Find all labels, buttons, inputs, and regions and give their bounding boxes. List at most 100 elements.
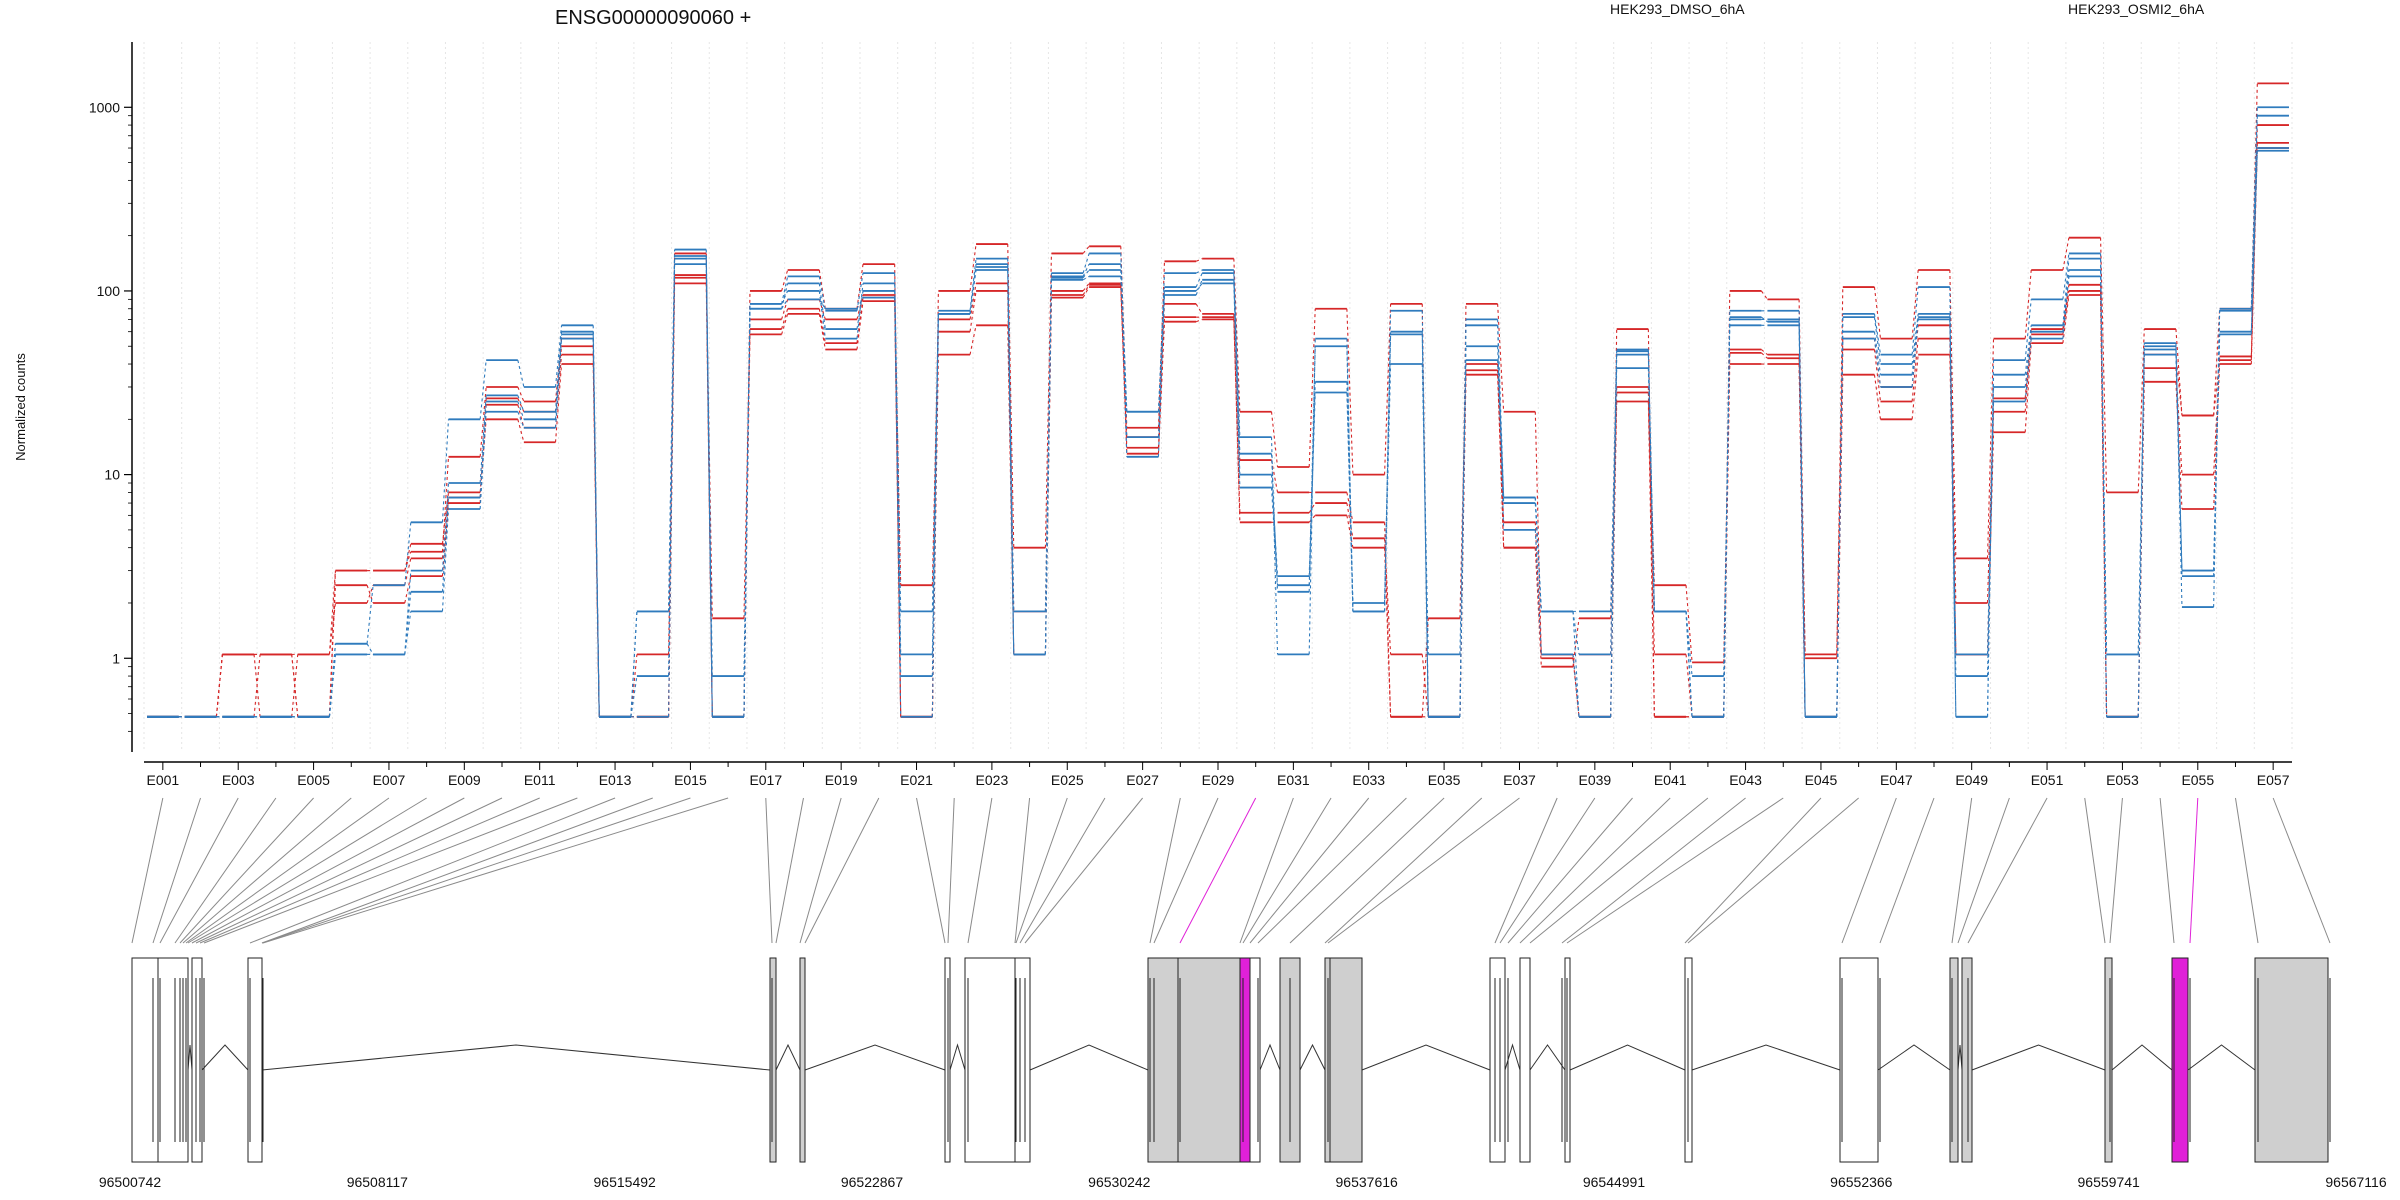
exon-link [969,283,977,320]
exon-connector [1507,797,1633,944]
exon-link [2100,237,2108,493]
exon-link [441,456,450,552]
exon-link [517,360,525,388]
exon-link [1873,317,1882,365]
exon-connector [804,797,880,944]
exon-link [894,273,902,612]
exon-link [1497,364,1505,548]
x-tick-label: E029 [1202,772,1235,788]
y-tick-label: 100 [97,283,121,299]
exon-link [1308,338,1316,655]
exon-connector [262,797,729,944]
exon-link [2137,343,2145,717]
exon-link [856,264,864,309]
exon-link [1195,318,1203,323]
exon-connector [799,797,842,944]
exon-connector [159,797,239,944]
exon-link [1798,310,1806,717]
x-tick-label: E023 [976,772,1009,788]
exon-link [1007,270,1015,655]
exon-link [1270,437,1279,655]
legend-entry-dmso: HEK293_DMSO_6hA [1610,1,1745,17]
exon-link [328,643,336,717]
exon-connector [187,797,427,944]
exon-link [1007,267,1015,655]
exon-connector [1494,797,1558,944]
series-dmso [147,141,2289,718]
x-tick-label: E015 [674,772,707,788]
x-tick-label: E037 [1503,772,1536,788]
exon-link [1911,313,1919,365]
exon-link [1082,284,1090,296]
exon-link [1044,273,1052,612]
exon-link [1911,287,1919,355]
exon-link [856,297,864,310]
exon-link [1195,269,1203,274]
exon-link [969,243,977,292]
exon-link [1873,286,1882,339]
exon-connector [2159,797,2175,944]
exon-link [931,319,939,586]
exon-link [2062,253,2070,300]
exon-link [818,313,826,350]
exon-connector [1324,797,1483,944]
exon-link [1685,611,1693,677]
x-tick-label: E001 [146,772,179,788]
exon-link [1346,492,1354,523]
exon-connector [1951,797,1973,944]
exon-link [1911,338,1919,402]
intron [775,1043,801,1071]
x-tick-label: E009 [448,772,481,788]
exon-link [1233,317,1241,513]
exon-link [1384,310,1392,612]
exon-connector [1957,797,2010,944]
intron [1957,1044,1963,1071]
exon-link [2062,290,2070,335]
exon-link [1873,338,1882,388]
exon-connector [1529,797,1709,944]
x-tick-label: E035 [1428,772,1461,788]
exon-link [2175,346,2183,571]
exon-link [1685,585,1693,663]
exon-link [1459,360,1467,655]
exon-link [1157,317,1166,448]
exon-link [668,249,676,612]
exon-block [1489,957,1506,1163]
exon-block [1239,957,1251,1163]
exon-connector [203,797,578,944]
exon-connector [2272,797,2331,944]
series-lines [147,82,2289,718]
coordinate-label: 96530242 [1088,1174,1151,1190]
exon-link [856,290,864,330]
exon-link [1120,287,1128,454]
exon-link [517,419,525,443]
exon-link [441,508,450,612]
exon-link [1873,313,1882,355]
exon-link [969,258,977,311]
exon-connector [1024,797,1144,944]
exon-connector [1019,797,1106,944]
x-tick-label: E017 [749,772,782,788]
exon-link [517,386,525,402]
x-tick-label: E031 [1277,772,1310,788]
exon-link [1459,319,1467,717]
intron [949,1043,966,1071]
exon-link [1308,346,1316,592]
exon-link [517,395,525,412]
exon-link [856,297,864,344]
exon-link [1986,401,1995,677]
exon-connector [174,797,277,944]
intron [1299,1043,1326,1071]
exon-connector [2084,797,2106,944]
exon-connector [199,797,540,944]
exon-connector [1014,797,1031,944]
exon-link [1986,338,1995,559]
exon-link [818,283,826,330]
exon-link [1157,273,1166,412]
exon-link [1384,538,1392,655]
exon-link [1384,334,1392,603]
exon-link [856,273,864,311]
exon-link [781,276,789,305]
intron [1691,1044,1841,1071]
exon-link [441,492,450,544]
